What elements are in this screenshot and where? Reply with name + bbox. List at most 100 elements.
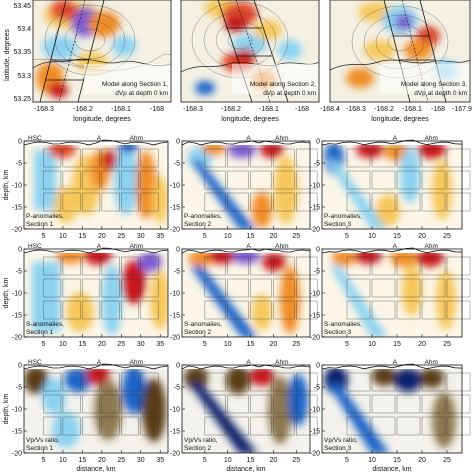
distance-tick-label: 20	[98, 233, 106, 240]
grid-cell	[82, 148, 101, 168]
section-ylabel: depth, km	[3, 393, 10, 424]
ahm-label: Ahm	[130, 243, 143, 250]
grid-cell	[396, 256, 421, 276]
map-panel-3	[330, 0, 470, 102]
topography-line	[23, 363, 169, 370]
lon-tick: -168.2	[221, 106, 241, 113]
distance-tick-label: 20	[418, 341, 426, 348]
grid-cell	[421, 394, 446, 414]
a-label: A	[393, 359, 398, 366]
distance-tick-label: 15	[78, 457, 86, 464]
grid-cell	[273, 300, 295, 320]
grid-cell	[421, 300, 446, 320]
ahm-label: Ahm	[425, 359, 438, 366]
depth-tick-label: 0	[18, 363, 22, 370]
lon-tick: -168.2	[374, 106, 394, 113]
grid-cell	[421, 372, 446, 392]
grid-cell	[204, 256, 226, 276]
depth-tick-label: -10	[310, 291, 320, 298]
depth-tick-label: -10	[170, 291, 180, 298]
grid-cell	[273, 148, 295, 168]
section-s-1	[24, 249, 168, 337]
grid-cell	[273, 170, 295, 190]
grid-cell	[273, 394, 295, 414]
lat-tick: 53.45	[13, 3, 31, 10]
distance-tick-label: 30	[137, 341, 145, 348]
grid-cell	[446, 256, 471, 276]
topo-band	[322, 141, 462, 145]
grid-cell	[227, 256, 249, 276]
topo-band	[322, 249, 462, 253]
panel-label-line1: S-anomalies,	[26, 321, 64, 328]
panel-label-line1: P-anomalies,	[26, 213, 64, 220]
section-xlabel: distance, km	[372, 466, 411, 473]
grid-cell	[62, 278, 81, 298]
grid-cell	[43, 394, 62, 414]
grid-cell	[140, 256, 159, 276]
grid-cell	[371, 192, 396, 212]
grid-cell	[371, 394, 396, 414]
distance-tick-label: 5	[42, 233, 46, 240]
depth-tick-label: -15	[310, 429, 320, 436]
a-label: A	[97, 135, 102, 142]
map-2-note-line2: dVp at depth 0 km	[263, 90, 316, 97]
map-panel-1	[33, 0, 171, 102]
ahm-label: Ahm	[130, 135, 143, 142]
grid-cell	[101, 256, 120, 276]
grid-cell	[421, 416, 446, 436]
grid-cell	[396, 192, 421, 212]
panel-label-line1: S-anomalies,	[324, 321, 362, 328]
grid-cell	[371, 416, 396, 436]
panel-label-line2: Section 1	[26, 329, 53, 336]
panel-label-line2: Section 2	[184, 329, 211, 336]
grid-cell	[204, 148, 226, 168]
grid-cell	[396, 394, 421, 414]
grid-cell	[371, 372, 396, 392]
lon-tick: -168.3	[183, 106, 203, 113]
grid-cell	[140, 394, 159, 414]
section-p-2	[182, 141, 310, 229]
map-1-lon-ticks: -168.3 -168.2 -168.1 -168	[34, 106, 164, 113]
depth-tick-label: -15	[170, 313, 180, 320]
section-xlabel: distance, km	[76, 466, 115, 473]
depth-tick-label: -5	[314, 161, 320, 168]
lon-tick: -168.1	[111, 106, 131, 113]
grid-cell	[101, 416, 120, 436]
map-1-xlabel: longitude, degrees	[73, 116, 131, 123]
hsc-label: HSC	[28, 135, 42, 142]
grid-cell	[227, 394, 249, 414]
depth-tick-label: -5	[16, 161, 22, 168]
distance-tick-label: 15	[393, 341, 401, 348]
panel-label-line2: Section 3	[324, 445, 351, 452]
grid-cell	[204, 278, 226, 298]
grid-cell	[121, 192, 139, 212]
topo-band	[182, 141, 310, 145]
grid-cell	[421, 256, 446, 276]
distance-tick-label: 10	[224, 341, 232, 348]
grid-cell	[421, 170, 446, 190]
grid-cell	[371, 170, 396, 190]
grid-cell	[204, 170, 226, 190]
distance-tick-label: 10	[224, 457, 232, 464]
distance-tick-label: 10	[59, 341, 67, 348]
grid-cell	[250, 192, 272, 212]
distance-tick-label: 15	[247, 457, 255, 464]
grid-cell	[62, 170, 81, 190]
topography-line	[181, 140, 311, 146]
grid-cell	[250, 300, 272, 320]
ahm-label: Ahm	[425, 135, 438, 142]
depth-tick-label: -10	[170, 183, 180, 190]
map-2-note-line1: Model along Section 2,	[250, 81, 316, 88]
distance-tick-label: 25	[443, 233, 451, 240]
grid-cell	[371, 148, 396, 168]
distance-tick-label: 25	[292, 457, 300, 464]
grid-cell	[296, 148, 318, 168]
lon-tick: -168	[150, 106, 164, 113]
grid-cell	[446, 170, 471, 190]
grid-cell	[273, 416, 295, 436]
depth-tick-label: -20	[170, 451, 180, 458]
panel-label-line2: Section 1	[26, 445, 53, 452]
distance-tick-label: 10	[224, 233, 232, 240]
topo-band	[182, 249, 310, 253]
a-label: A	[246, 135, 251, 142]
